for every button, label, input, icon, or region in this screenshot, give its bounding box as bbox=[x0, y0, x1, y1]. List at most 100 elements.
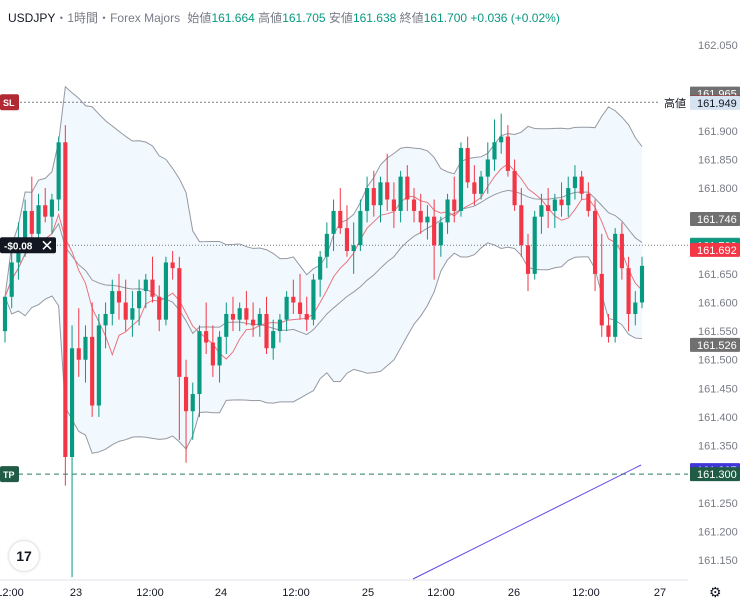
entry-badge-background bbox=[0, 237, 56, 254]
candle bbox=[539, 193, 544, 234]
candle-body bbox=[103, 313, 108, 326]
position-overlay[interactable]: SL TP -$0.08 bbox=[0, 94, 56, 483]
candle-body bbox=[110, 291, 115, 314]
candle bbox=[297, 273, 303, 320]
take-profit-badge[interactable]: TP bbox=[0, 466, 19, 483]
candle-body bbox=[16, 245, 21, 263]
candle-body bbox=[311, 279, 316, 320]
candle-body bbox=[36, 205, 41, 234]
candle bbox=[418, 193, 423, 234]
candle-body bbox=[177, 268, 182, 377]
change-value: +0.036 (+0.02%) bbox=[470, 11, 560, 25]
time-axis[interactable]: 12:00 23 12:00 24 12:00 25 12:00 26 12:00 27 bbox=[0, 579, 688, 599]
candle-body bbox=[613, 233, 618, 337]
plot-area bbox=[0, 25, 688, 580]
high-tag-label: 高値 bbox=[664, 96, 686, 110]
price-tick-label: 161.400 bbox=[698, 412, 738, 424]
candle-body bbox=[244, 308, 249, 320]
candle bbox=[257, 308, 262, 337]
candle bbox=[311, 273, 316, 326]
candle-body bbox=[69, 348, 75, 457]
price-tick-label: 161.450 bbox=[698, 383, 738, 395]
candle bbox=[76, 308, 81, 377]
candle-body bbox=[304, 313, 309, 320]
time-tick-label: 12:00 bbox=[0, 587, 24, 599]
candle bbox=[9, 251, 14, 309]
candle-body bbox=[170, 262, 175, 269]
price-label-background bbox=[690, 95, 740, 110]
candle-body bbox=[29, 210, 34, 234]
candle-body bbox=[512, 170, 517, 206]
price-label-text: 161.692 bbox=[697, 245, 737, 257]
candle bbox=[405, 165, 410, 211]
candle-body bbox=[499, 136, 504, 143]
price-label-text: 161.746 bbox=[697, 214, 737, 226]
candle-body bbox=[418, 210, 423, 223]
price-tick-label: 161.900 bbox=[698, 126, 738, 138]
candle-body bbox=[546, 205, 551, 211]
time-tick-label: 12:00 bbox=[282, 587, 310, 599]
candle bbox=[572, 165, 578, 200]
candle-body bbox=[318, 256, 323, 280]
time-tick-label: 12:00 bbox=[572, 587, 600, 599]
candle-body bbox=[586, 193, 591, 211]
symbol-label[interactable]: USDJPY bbox=[8, 11, 56, 25]
position-entry-badge[interactable]: -$0.08 bbox=[0, 237, 56, 254]
candle bbox=[445, 193, 450, 234]
tradingview-logo[interactable]: 17 bbox=[9, 541, 39, 571]
candle bbox=[90, 302, 95, 417]
candle bbox=[358, 199, 363, 252]
stop-loss-badge[interactable]: SL bbox=[0, 94, 19, 111]
price-label-text: 161.526 bbox=[697, 340, 737, 352]
candle-body bbox=[49, 199, 55, 217]
candle-body bbox=[43, 205, 48, 217]
candle-body bbox=[344, 228, 350, 252]
candle bbox=[365, 176, 370, 223]
candle bbox=[425, 205, 430, 240]
close-icon-stroke bbox=[42, 240, 52, 250]
price-tick-label: 161.200 bbox=[698, 526, 738, 538]
candle-body bbox=[365, 188, 370, 211]
upper-band-line bbox=[4, 85, 643, 297]
candle-body bbox=[358, 210, 363, 246]
candle-body bbox=[425, 216, 430, 223]
candle-body bbox=[485, 159, 490, 177]
candle-body bbox=[210, 342, 215, 366]
candle bbox=[438, 216, 443, 257]
candle bbox=[371, 170, 376, 217]
close-icon[interactable] bbox=[42, 240, 52, 250]
candle-body bbox=[432, 216, 437, 246]
reference-lines bbox=[0, 101, 688, 475]
middle-band-line bbox=[4, 189, 643, 336]
candle-body bbox=[492, 142, 497, 160]
candle bbox=[150, 256, 155, 303]
candle bbox=[123, 279, 128, 332]
timeframe-label[interactable]: 1時間 bbox=[67, 11, 99, 25]
candle-body bbox=[599, 273, 604, 326]
candle bbox=[351, 222, 356, 274]
candle bbox=[197, 325, 202, 417]
candle bbox=[130, 291, 135, 337]
candle bbox=[284, 291, 289, 332]
price-label-background bbox=[690, 242, 740, 257]
candle-body bbox=[143, 279, 148, 292]
candle bbox=[170, 251, 175, 280]
price-tick-label: 161.650 bbox=[698, 269, 738, 281]
candle bbox=[56, 136, 61, 211]
candle bbox=[331, 199, 336, 252]
price-axis[interactable]: 162.050 161.900 161.850 161.800 161.650 161.6… bbox=[660, 0, 747, 607]
candle bbox=[116, 273, 122, 320]
candle-body bbox=[458, 148, 464, 211]
candle-body bbox=[83, 336, 88, 360]
candle bbox=[579, 170, 584, 200]
time-tick-label: 12:00 bbox=[136, 587, 164, 599]
gear-icon[interactable]: ⚙ bbox=[709, 584, 722, 600]
candle-body bbox=[351, 245, 356, 252]
candle bbox=[83, 325, 88, 383]
stop-loss-badge-text: SL bbox=[3, 98, 15, 108]
price-tick-label: 161.350 bbox=[698, 441, 738, 453]
candle-body bbox=[519, 205, 524, 246]
take-profit-badge-text: TP bbox=[3, 470, 15, 480]
candle bbox=[163, 256, 169, 326]
